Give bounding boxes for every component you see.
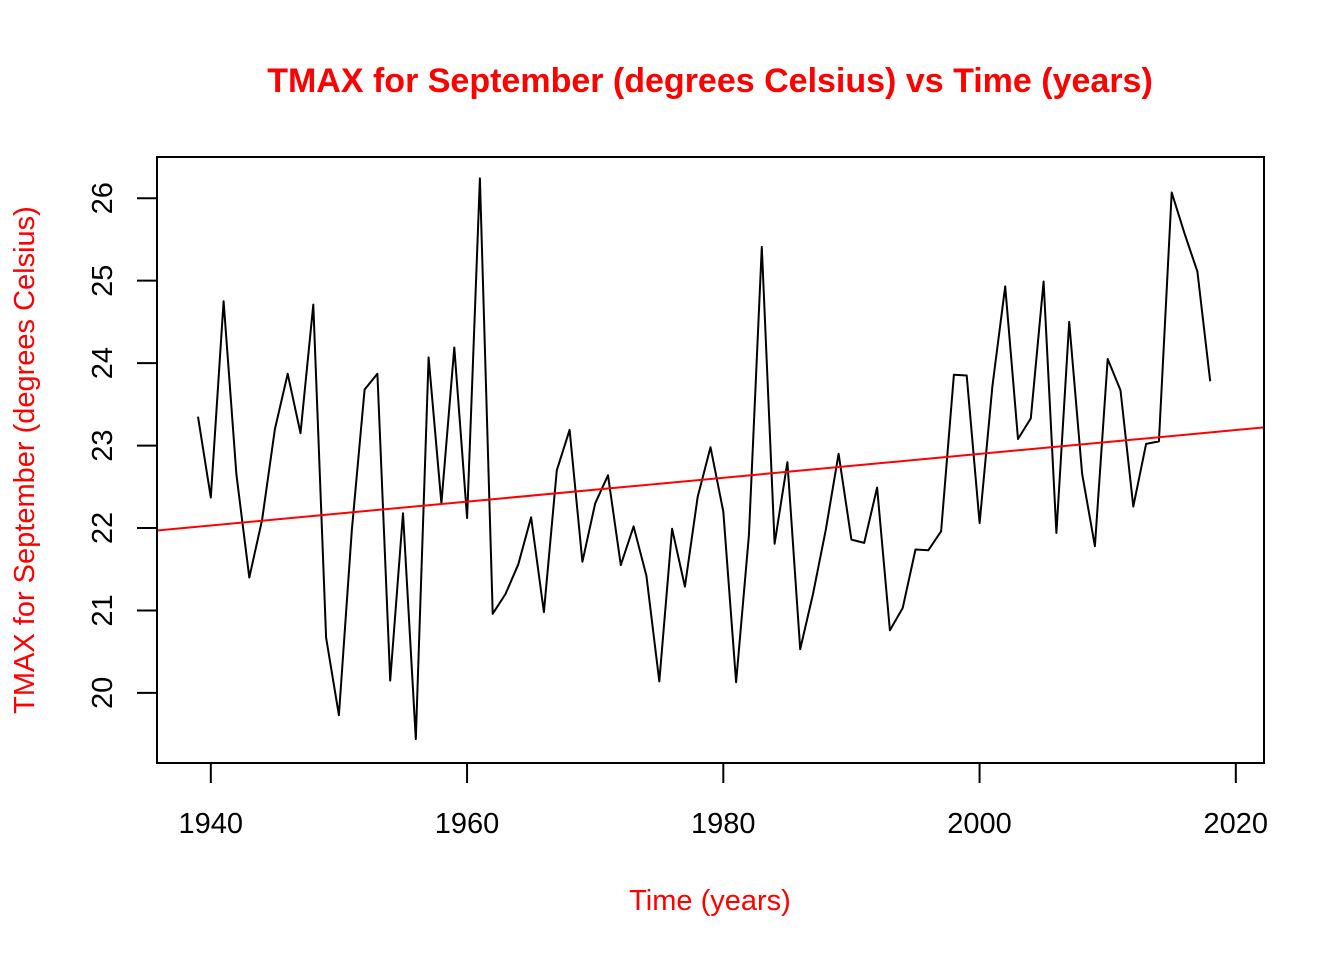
y-tick-label: 24: [87, 347, 119, 379]
x-axis: 1940 1960 1980 2000 2020: [179, 762, 1269, 840]
y-tick-label: 23: [87, 429, 119, 461]
chart-title: TMAX for September (degrees Celsius) vs …: [267, 62, 1153, 100]
x-tick-label: 2020: [1204, 808, 1269, 840]
y-tick-label: 20: [87, 677, 119, 709]
series-line-0: [197, 177, 1212, 741]
trend-line: [157, 426, 1264, 532]
y-tick-label: 21: [87, 594, 119, 626]
x-tick-label: 1960: [435, 808, 500, 840]
x-tick-label: 1980: [691, 808, 756, 840]
x-tick-label: 1940: [179, 808, 244, 840]
x-tick-label: 2000: [947, 808, 1012, 840]
y-axis: 20 21 22 23 24 25 26: [87, 182, 158, 709]
y-tick-label: 26: [87, 182, 119, 214]
plot-frame: [156, 156, 1265, 764]
y-tick-label: 25: [87, 265, 119, 297]
y-tick-label: 22: [87, 512, 119, 544]
y-axis-label: TMAX for September (degrees Celsius): [9, 206, 41, 714]
x-axis-label: Time (years): [629, 885, 791, 917]
plot-area: [157, 177, 1264, 741]
